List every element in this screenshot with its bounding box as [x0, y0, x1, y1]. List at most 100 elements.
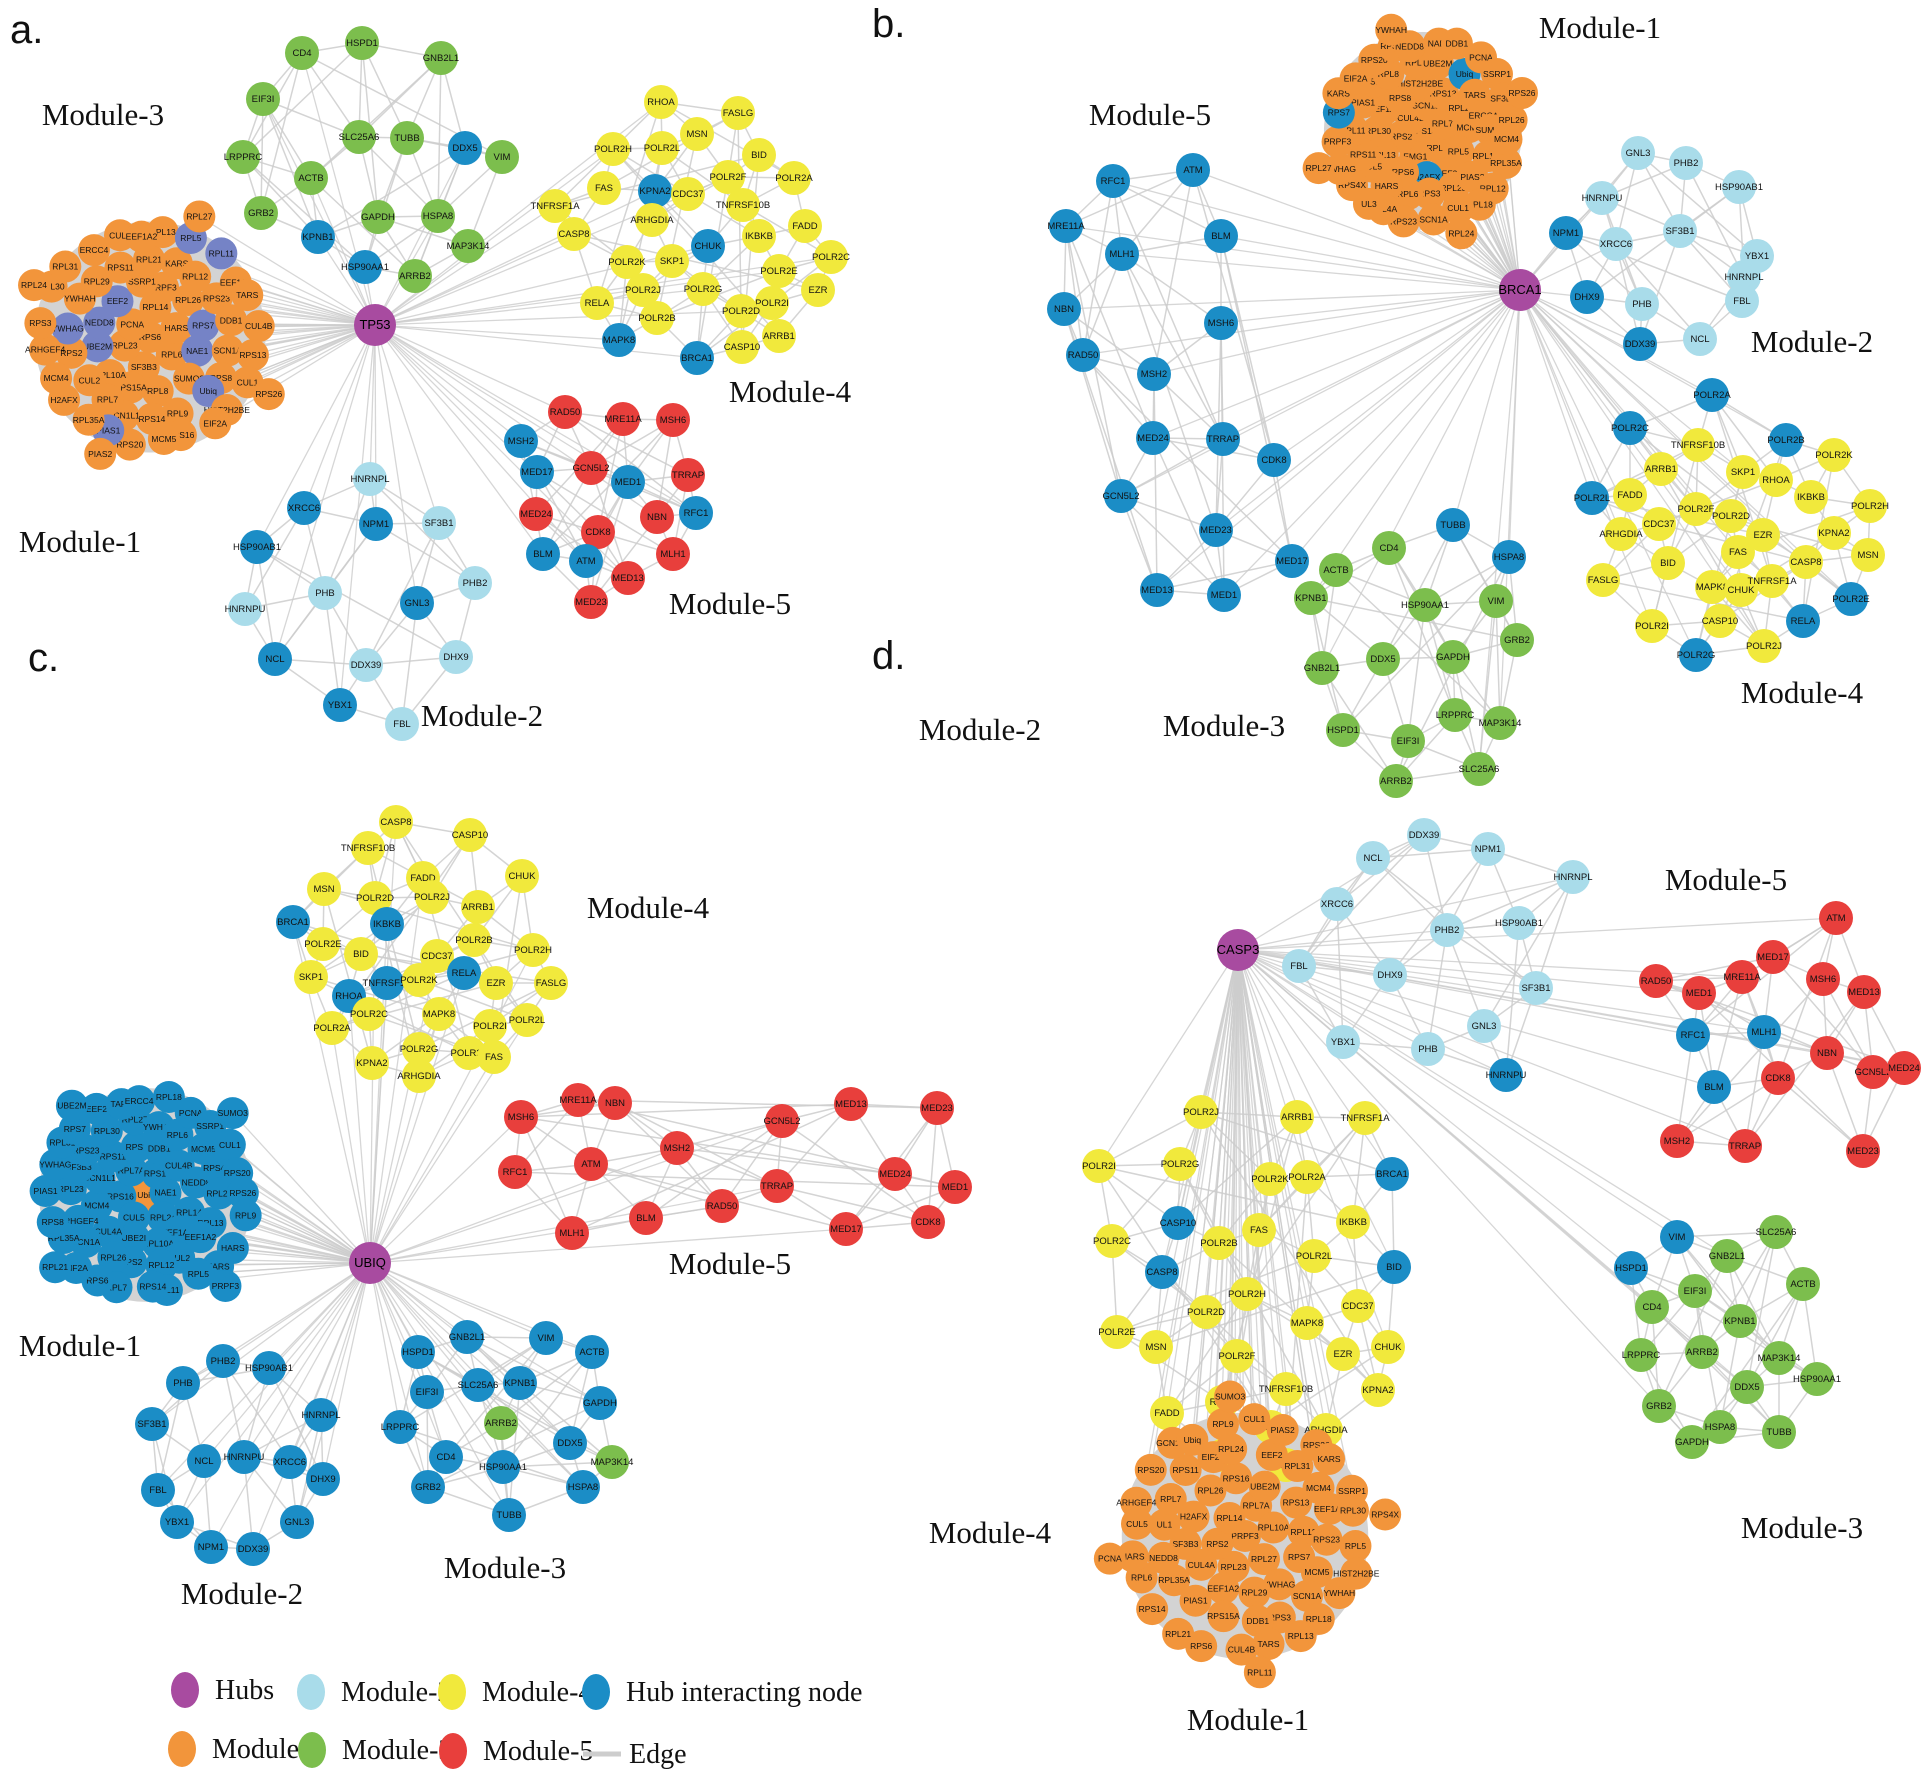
node-circle	[1120, 1507, 1153, 1540]
edge	[256, 324, 376, 548]
edge	[564, 411, 697, 514]
node-POLR2D: POLR2D	[722, 294, 760, 328]
edge	[1637, 152, 1758, 257]
node-circle	[301, 220, 335, 254]
node-RPS11: RPS11	[1347, 138, 1380, 171]
node-label: RPL7A	[1243, 1501, 1270, 1511]
node-circle	[184, 1221, 217, 1254]
node-label: RHOA	[647, 97, 675, 108]
node-label: ARRB2	[1686, 1347, 1718, 1358]
node-label: EIF2A	[1344, 73, 1368, 83]
node-circle	[686, 272, 720, 306]
node-label: LRPPRC	[224, 152, 263, 163]
node-UBE2I: UBE2I	[117, 1222, 150, 1255]
edge	[1352, 1117, 1366, 1223]
node-circle	[598, 1086, 632, 1120]
node-circle	[1169, 1453, 1202, 1486]
hub-circle	[1499, 269, 1541, 311]
edge	[1499, 289, 1521, 724]
edge	[374, 324, 418, 604]
node-NBN: NBN	[1047, 292, 1081, 326]
node-label: HARS	[165, 323, 189, 333]
node-circle	[1695, 378, 1729, 412]
node-EEF2: EEF2	[80, 1092, 113, 1125]
node-circle	[1642, 1389, 1676, 1423]
node-GNB2L1: GNB2L1	[423, 41, 459, 75]
node-TRRAP: TRRAP	[1206, 422, 1240, 456]
node-RPS14: RPS14	[1136, 1593, 1169, 1626]
node-circle	[1747, 629, 1781, 663]
node-circle	[447, 956, 481, 990]
node-label: PHB	[1418, 1044, 1438, 1055]
node-circle	[353, 462, 387, 496]
node-circle	[36, 1206, 69, 1239]
edge	[260, 98, 264, 214]
node-GRB2: GRB2	[411, 1470, 445, 1504]
edge	[1744, 991, 1865, 1147]
node-label: MED17	[830, 1224, 862, 1235]
node-label: MAP3K14	[1479, 718, 1522, 729]
node-CD4: CD4	[429, 1440, 463, 1474]
node-label: BRCA1	[277, 917, 309, 928]
node-label: RPL6	[1131, 1572, 1153, 1582]
node-label: MED1	[942, 1182, 968, 1193]
node-MED17: MED17	[829, 1212, 863, 1246]
node-MAP3K14: MAP3K14	[447, 229, 489, 263]
node-label: POLR2F	[1678, 504, 1715, 515]
node-label: RPS14	[1139, 1604, 1166, 1614]
node-label: SUMO3	[1215, 1392, 1246, 1402]
node-label: XRCC6	[274, 1457, 306, 1468]
node-GAPDH: GAPDH	[1675, 1425, 1709, 1459]
edge	[310, 177, 376, 326]
node-label: TUBB	[394, 133, 419, 144]
edge	[1237, 949, 1678, 1238]
node-label: DHX9	[310, 1474, 335, 1485]
node-label: RPS16	[167, 430, 194, 440]
node-circle	[242, 310, 275, 343]
node-SF3B1: SF3B1	[135, 1407, 169, 1441]
edge	[1120, 495, 1225, 596]
node-circle	[1570, 280, 1604, 314]
node-circle	[1161, 1206, 1195, 1240]
node-RPS7: RPS7	[187, 309, 220, 342]
node-circle	[231, 279, 264, 312]
node-BLM: BLM	[1204, 219, 1238, 253]
node-FADD: FADD	[1150, 1396, 1184, 1430]
node-label: NCL	[1363, 853, 1382, 864]
node-circle	[1479, 584, 1513, 618]
node-label: TNFRSF1A	[362, 978, 412, 989]
node-RPL9: RPL9	[229, 1199, 262, 1232]
node-label: TNFRSF10B	[716, 200, 770, 211]
edge	[322, 1262, 371, 1480]
node-MSH2: MSH2	[1660, 1124, 1694, 1158]
edge	[1121, 169, 1194, 255]
node-label: TARS	[1258, 1639, 1280, 1649]
node-label: RPL9	[1405, 58, 1427, 68]
node-circle	[458, 566, 492, 600]
node-circle	[1819, 901, 1853, 935]
legend-swatch	[439, 1733, 467, 1769]
node-circle	[1853, 489, 1887, 523]
node-circle	[1490, 123, 1523, 156]
node-circle	[179, 260, 212, 293]
node-circle	[135, 1407, 169, 1441]
node-circle	[101, 285, 134, 318]
node-circle	[829, 1212, 863, 1246]
module-title-d-Module-2: Module-2	[919, 712, 1041, 747]
node-label: RPL13	[150, 227, 176, 237]
node-RPS16: RPS16	[1220, 1462, 1253, 1495]
node-RPL21: RPL21	[1162, 1617, 1195, 1650]
node-label: POLR2E	[760, 266, 798, 277]
node-label: RPL5	[1345, 1541, 1367, 1551]
edge	[1063, 289, 1521, 310]
node-circle	[209, 1269, 242, 1302]
node-label: POLR2B	[638, 313, 676, 324]
edge	[1237, 876, 1574, 951]
edge	[369, 1262, 401, 1428]
node-CDK8: CDK8	[581, 515, 615, 549]
node-NEDD8: NEDD8	[1147, 1541, 1180, 1574]
node-circle	[1369, 1498, 1402, 1531]
node-circle	[205, 237, 238, 270]
